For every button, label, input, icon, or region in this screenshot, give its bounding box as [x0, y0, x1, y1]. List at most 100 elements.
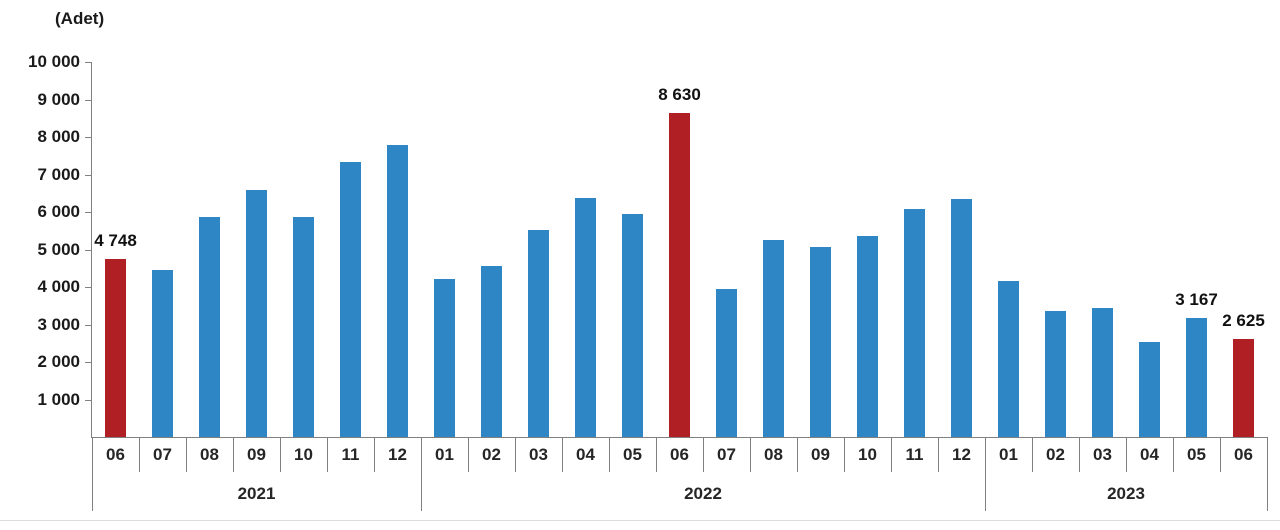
month-label: 06 [670, 445, 689, 464]
y-tick-mark [85, 174, 91, 176]
month-label: 08 [200, 445, 219, 464]
month-label: 06 [106, 445, 125, 464]
y-tick-label: 7 000 [37, 164, 80, 184]
month-label: 07 [153, 445, 172, 464]
y-tick-mark [85, 249, 91, 251]
month-separator [562, 438, 563, 472]
month-separator [515, 438, 516, 472]
month-separator [468, 438, 469, 472]
month-label: 05 [1187, 445, 1206, 464]
bar-2021-11 [340, 162, 361, 437]
bar-2022-01 [434, 279, 455, 437]
month-label: 06 [1234, 445, 1253, 464]
y-tick-mark [85, 212, 91, 213]
bar-2022-02 [481, 265, 502, 437]
month-label: 12 [952, 445, 971, 464]
y-tick-label: 1 000 [37, 389, 80, 409]
y-tick-label: 2 000 [37, 352, 80, 371]
y-tick-mark [85, 137, 91, 138]
month-label: 01 [999, 445, 1018, 464]
month-separator [374, 438, 375, 472]
y-tick-mark [85, 324, 91, 326]
year-label: 2021 [237, 484, 276, 503]
y-tick-mark [85, 399, 91, 401]
month-label: 02 [482, 445, 501, 464]
y-tick-label: 4 000 [37, 277, 80, 296]
y-tick-label: 5 000 [37, 239, 80, 259]
y-axis-unit-label: (Adet) [55, 9, 105, 28]
bar-2022-12 [951, 198, 972, 437]
bar-2023-03 [1092, 308, 1113, 437]
month-separator [797, 438, 798, 472]
month-separator [327, 438, 328, 472]
bottom-border [0, 520, 1280, 521]
month-label: 09 [247, 445, 266, 464]
bar-2021-09 [246, 189, 267, 437]
bar-2022-03 [528, 230, 549, 437]
month-separator [609, 438, 610, 472]
bar-2022-05 [622, 213, 643, 437]
bar-value-label: 2 625 [1222, 310, 1265, 330]
y-tick-label: 8 000 [37, 127, 80, 146]
month-label: 08 [764, 445, 783, 464]
y-tick-mark [85, 99, 91, 101]
month-label: 11 [341, 445, 360, 464]
bar-2022-10 [857, 235, 878, 437]
y-tick-label: 10 000 [28, 52, 80, 71]
year-divider [92, 438, 93, 511]
x-axis-line [91, 437, 1268, 438]
bar-2021-08 [199, 217, 220, 437]
month-separator [139, 438, 140, 472]
y-axis-line [91, 62, 92, 437]
bar-2022-06 [669, 113, 690, 437]
bar-2023-04 [1139, 341, 1160, 437]
bar-2023-02 [1045, 311, 1066, 437]
bar-2022-04 [575, 198, 596, 437]
year-divider [985, 438, 986, 511]
month-separator [703, 438, 704, 472]
month-label: 12 [388, 445, 407, 464]
month-label: 03 [1093, 445, 1112, 464]
bar-value-label: 3 167 [1175, 290, 1218, 310]
month-label: 09 [811, 445, 830, 464]
month-label: 04 [576, 445, 595, 464]
bar-value-label: 4 748 [94, 230, 137, 250]
bar-2023-01 [998, 280, 1019, 437]
month-separator [1220, 438, 1221, 472]
year-divider [421, 438, 422, 511]
bar-2021-06 [105, 258, 126, 437]
month-label: 04 [1140, 445, 1159, 464]
y-tick-mark [85, 62, 91, 63]
month-separator [1126, 438, 1127, 472]
month-separator [1079, 438, 1080, 472]
month-label: 11 [905, 445, 924, 464]
bar-2021-10 [293, 216, 314, 437]
month-separator [233, 438, 234, 472]
y-tick-label: 3 000 [37, 314, 80, 334]
y-tick-label: 6 000 [37, 202, 80, 221]
month-separator [750, 438, 751, 472]
month-separator [844, 438, 845, 472]
month-label: 03 [529, 445, 548, 464]
month-label: 05 [623, 445, 642, 464]
month-label: 07 [717, 445, 736, 464]
month-label: 01 [435, 445, 454, 464]
month-separator [656, 438, 657, 472]
month-separator [938, 438, 939, 472]
bar-2022-08 [763, 239, 784, 437]
bar-2021-07 [152, 269, 173, 437]
year-label: 2023 [1107, 484, 1145, 503]
month-separator [280, 438, 281, 472]
month-separator [1032, 438, 1033, 472]
month-separator [891, 438, 892, 472]
bar-2022-11 [904, 209, 925, 437]
month-label: 10 [858, 445, 877, 464]
y-tick-label: 9 000 [37, 89, 80, 109]
y-tick-mark [85, 362, 91, 363]
bar-2022-07 [716, 288, 737, 437]
y-tick-mark [85, 287, 91, 288]
bar-2021-12 [387, 144, 408, 437]
month-label: 10 [294, 445, 313, 464]
bar-2022-09 [810, 247, 831, 437]
